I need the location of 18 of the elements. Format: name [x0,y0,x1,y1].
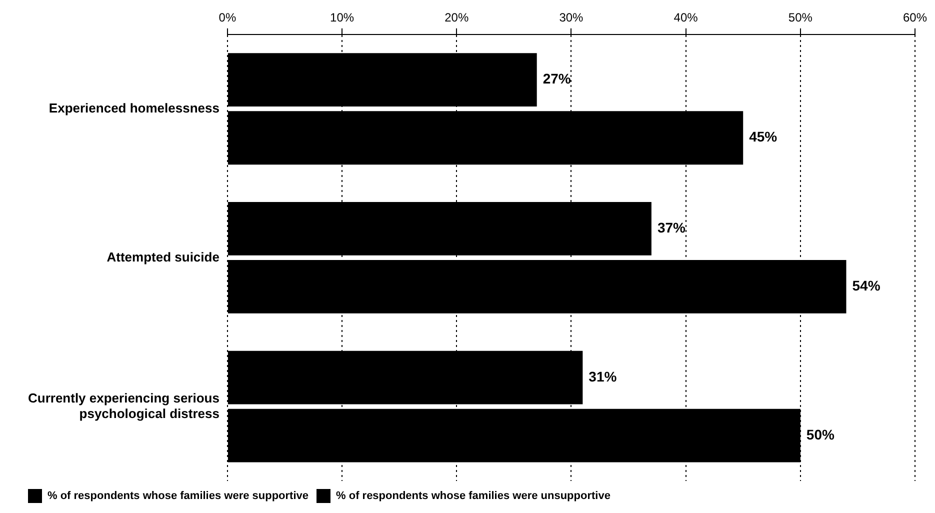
legend-label: % of respondents whose families were supportive [48,490,309,502]
data-label: 31% [588,368,618,384]
data-label: 45% [749,128,778,145]
data-label: 50% [806,426,835,442]
data-label: 54% [852,278,881,294]
x-tick-label: 0% [218,10,236,25]
y-tick-label: Experienced homelessness [48,100,220,116]
x-tick-label: 40% [674,10,698,25]
y-tick-label: Currently experiencing serious psychological distress [28,390,220,421]
y-tick-label: Attempted suicide [106,249,220,264]
x-tick-label: 20% [444,10,469,25]
x-tick-label: 30% [559,10,584,25]
x-tick-label: 10% [330,10,354,25]
data-label: 37% [657,220,686,236]
x-tick-label: 50% [788,10,813,25]
x-tick-label: 60% [902,10,928,25]
legend-label: % of respondents whose families were unsupportive [336,490,610,502]
data-label: 27% [542,70,572,87]
